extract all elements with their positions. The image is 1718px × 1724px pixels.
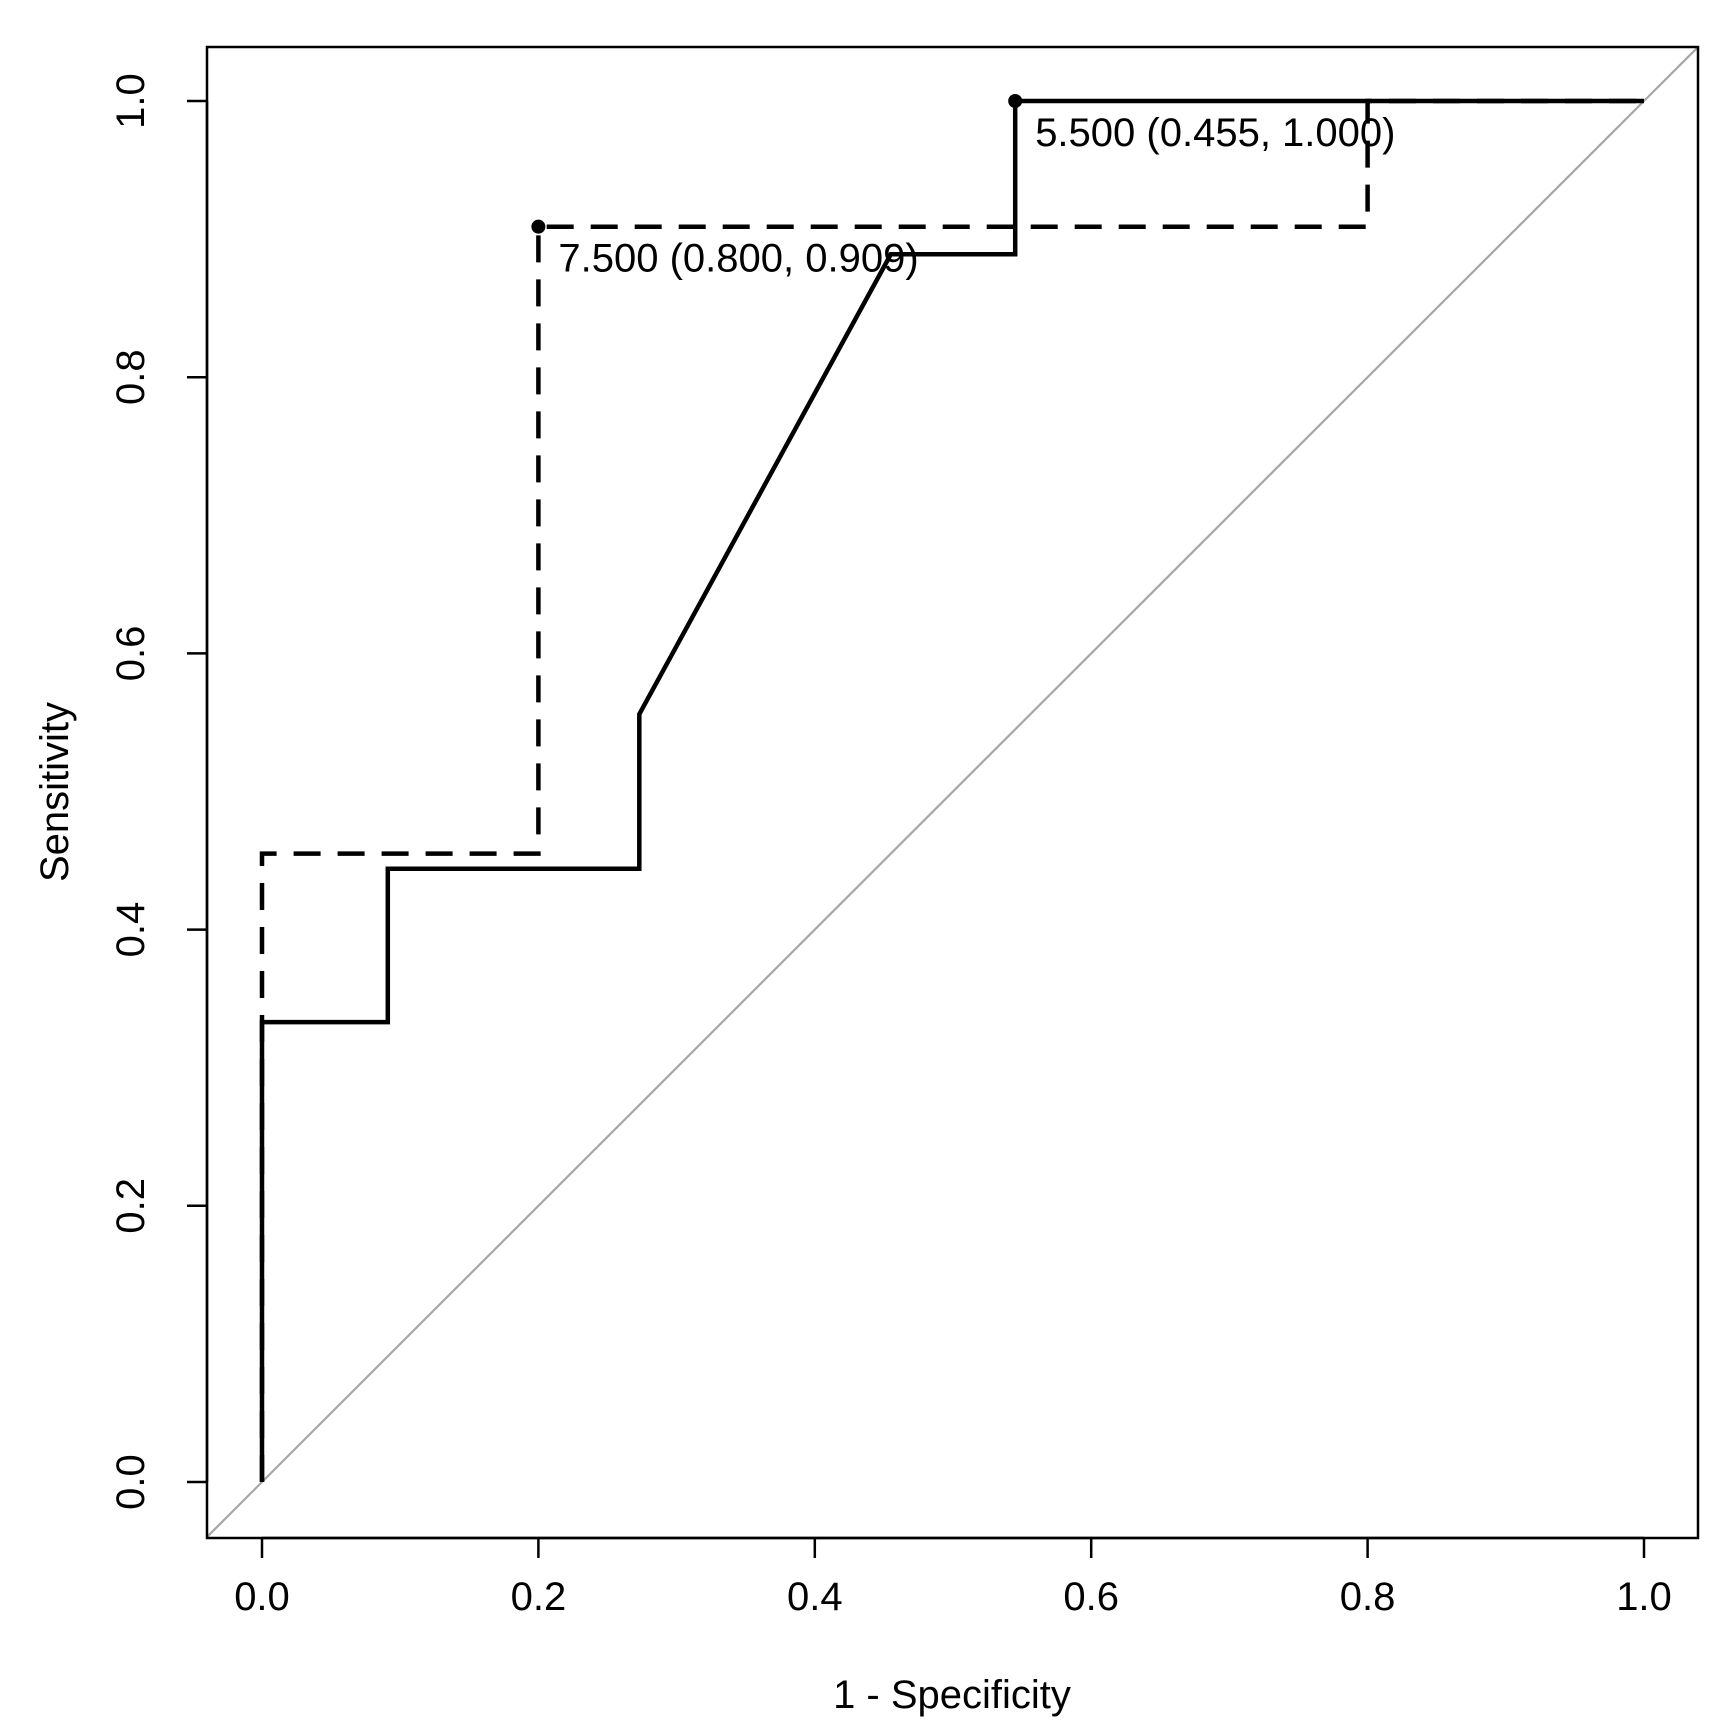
x-tick-label-0-2: 0.2 <box>511 1575 567 1619</box>
series-layer <box>259 98 1644 1482</box>
y-tick-label-0-4: 0.4 <box>109 902 153 958</box>
y-tick-label-0-0: 0.0 <box>109 1454 153 1510</box>
threshold-label-2: 7.500 (0.800, 0.909) <box>558 237 918 281</box>
y-tick-label-0-6: 0.6 <box>109 626 153 682</box>
threshold-point-2 <box>531 219 546 234</box>
y-tick-label-0-2: 0.2 <box>109 1178 153 1234</box>
threshold-label-1: 5.500 (0.455, 1.000) <box>1035 111 1395 155</box>
y-tick-label-0-8: 0.8 <box>109 349 153 405</box>
reference-diagonal-line <box>206 46 1699 1538</box>
y-tick-label-1-0: 1.0 <box>109 73 153 129</box>
plot-frame <box>205 45 1700 1540</box>
threshold-point-1 <box>1008 94 1023 108</box>
x-tick-label-0-4: 0.4 <box>787 1575 843 1619</box>
roc-curve-dashed <box>259 98 1644 1482</box>
annotation-layer: 5.500 (0.455, 1.000) 7.500 (0.800, 0.909) <box>531 94 1395 281</box>
x-tick-label-0-8: 0.8 <box>1340 1575 1396 1619</box>
x-tick-label-1-0: 1.0 <box>1616 1575 1672 1619</box>
x-tick-label-0-6: 0.6 <box>1063 1575 1119 1619</box>
y-axis-title: Sensitivity <box>33 702 77 882</box>
x-axis-title: 1 - Specificity <box>833 1673 1071 1717</box>
roc-curve-solid <box>259 98 1644 1482</box>
x-tick-label-0-0: 0.0 <box>234 1575 290 1619</box>
reference-layer <box>206 46 1699 1538</box>
